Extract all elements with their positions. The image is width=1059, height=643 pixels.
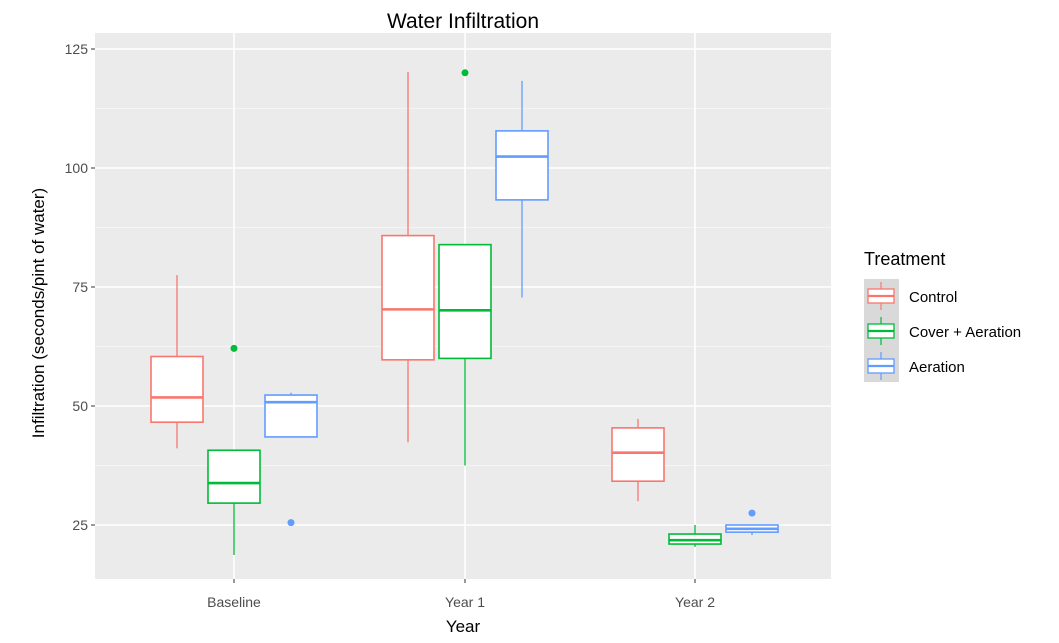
box-series	[150, 69, 779, 555]
outlier-point	[748, 509, 756, 517]
boxplot	[438, 69, 492, 466]
x-tick-label: Year 2	[675, 594, 715, 610]
legend-item: Aeration	[867, 352, 965, 380]
x-tick-label: Baseline	[207, 594, 261, 610]
y-axis: 25 50 75 100 125	[65, 41, 95, 533]
series-control	[150, 71, 665, 502]
box-iqr	[381, 234, 435, 361]
box-iqr	[150, 355, 204, 423]
legend-label: Control	[909, 289, 957, 306]
box-iqr	[438, 243, 492, 360]
box-iqr	[495, 130, 549, 201]
boxplot	[668, 525, 722, 547]
boxplot	[611, 418, 665, 502]
boxplot	[495, 80, 549, 298]
x-tick-label: Year 1	[445, 594, 485, 610]
x-axis: Baseline Year 1 Year 2	[207, 579, 715, 610]
outlier-point	[461, 69, 469, 77]
y-tick-label: 50	[72, 398, 88, 414]
outlier-point	[287, 519, 295, 527]
y-tick-label: 25	[72, 517, 88, 533]
x-axis-title: Year	[446, 617, 481, 636]
series-cover-aeration	[207, 69, 722, 555]
y-tick-label: 75	[72, 279, 88, 295]
boxplot	[150, 275, 204, 449]
legend-item: Control	[867, 282, 957, 310]
box-iqr	[207, 449, 261, 504]
legend-item: Cover + Aeration	[867, 317, 1021, 345]
boxplot	[381, 71, 435, 443]
series-aeration	[264, 80, 779, 535]
boxplot	[725, 509, 779, 535]
y-axis-title: Infiltration (seconds/pint of water)	[29, 188, 48, 438]
box-iqr	[611, 427, 665, 483]
legend-label: Cover + Aeration	[909, 324, 1021, 341]
legend-label: Aeration	[909, 359, 965, 376]
y-tick-label: 100	[65, 160, 89, 176]
legend: Treatment Control Cover + Aeration Aeratio…	[864, 249, 1021, 382]
boxplot	[207, 344, 261, 555]
legend-title: Treatment	[864, 249, 945, 269]
chart-title: Water Infiltration	[387, 10, 539, 33]
boxplot	[264, 392, 318, 527]
y-tick-label: 125	[65, 41, 89, 57]
outlier-point	[230, 344, 238, 352]
